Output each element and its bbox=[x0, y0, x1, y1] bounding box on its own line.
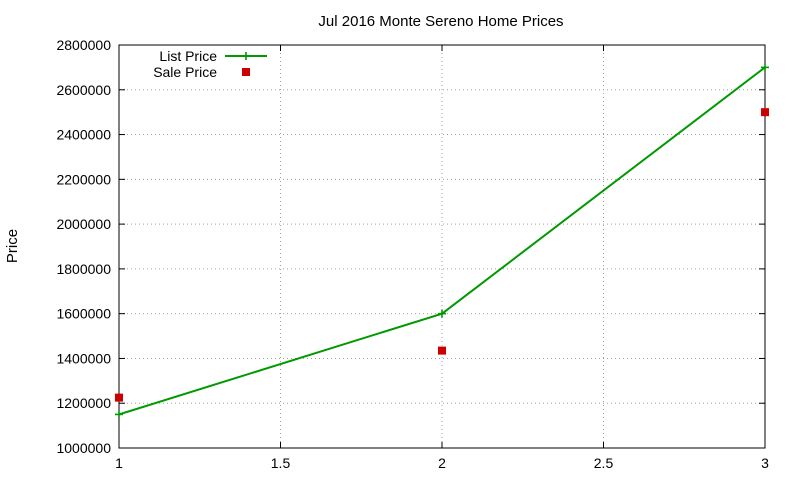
chart-title: Jul 2016 Monte Sereno Home Prices bbox=[318, 13, 563, 30]
x-tick-label: 1.5 bbox=[271, 455, 291, 471]
y-tick-label: 2600000 bbox=[56, 82, 111, 98]
sale-price-point bbox=[115, 393, 123, 402]
series bbox=[115, 63, 769, 419]
y-tick-labels: 1000000 1200000 1400000 1600000 1800000 20000… bbox=[56, 37, 111, 456]
y-tick-label: 2400000 bbox=[56, 127, 111, 143]
y-axis-label: Price bbox=[4, 229, 21, 263]
legend-square-marker bbox=[242, 68, 250, 76]
y-tick-label: 2200000 bbox=[56, 171, 111, 187]
x-tick-labels: 1 1.5 2 2.5 3 bbox=[115, 455, 769, 471]
y-tick-label: 1600000 bbox=[56, 306, 111, 322]
x-tick-label: 1 bbox=[115, 455, 123, 471]
y-tick-label: 2000000 bbox=[56, 216, 111, 232]
list-price-point bbox=[438, 309, 446, 318]
x-tick-label: 2.5 bbox=[594, 455, 614, 471]
list-price-point bbox=[115, 410, 123, 419]
grid bbox=[119, 45, 765, 448]
sale-price-point bbox=[761, 108, 769, 117]
y-tick-label: 1800000 bbox=[56, 261, 111, 277]
legend-label: Sale Price bbox=[153, 64, 217, 80]
y-tick-label: 2800000 bbox=[56, 37, 111, 53]
plot-frame bbox=[118, 44, 766, 449]
list-price-point bbox=[761, 63, 769, 72]
legend-label: List Price bbox=[159, 48, 217, 64]
x-tick-label: 3 bbox=[761, 455, 769, 471]
y-tick-label: 1200000 bbox=[56, 395, 111, 411]
legend-plus-marker bbox=[242, 52, 250, 60]
x-tick-label: 2 bbox=[438, 455, 446, 471]
list-price-line bbox=[118, 66, 766, 416]
y-tick-label: 1400000 bbox=[56, 350, 111, 366]
sale-price-point bbox=[438, 346, 446, 355]
y-tick-label: 1000000 bbox=[56, 440, 111, 456]
